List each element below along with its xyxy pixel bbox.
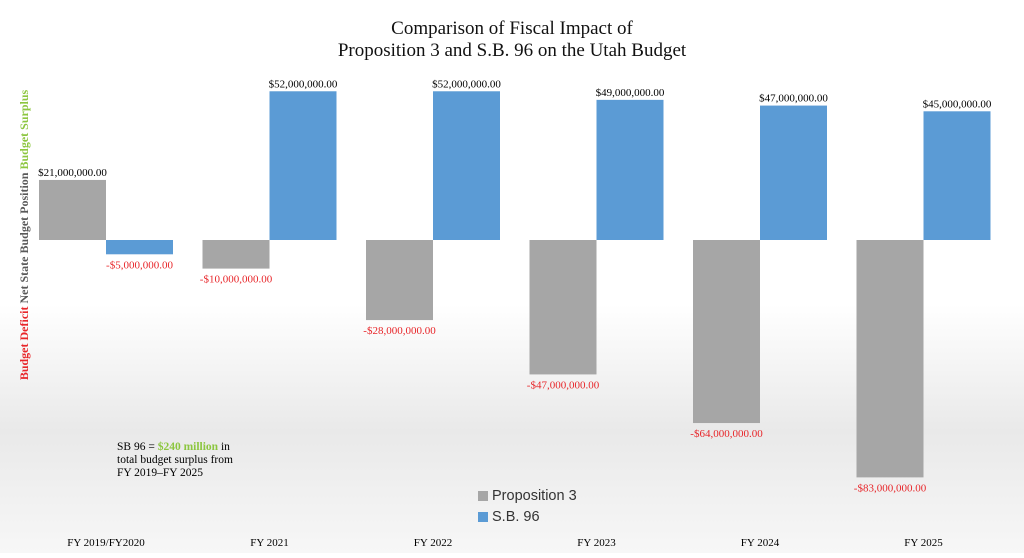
data-label-proposition-3-0: $21,000,000.00	[38, 167, 107, 179]
bar-proposition-3-2	[366, 240, 433, 321]
note-line2: total budget surplus from	[117, 454, 233, 466]
x-tick-label-4: FY 2024	[741, 537, 780, 549]
bar-proposition-3-4	[693, 240, 760, 424]
chart-title-line2: Proposition 3 and S.B. 96 on the Utah Bu…	[337, 40, 687, 61]
legend-swatch-sb96	[478, 511, 488, 522]
bar-proposition-3-1	[202, 240, 270, 269]
chart-title: Comparison of Fiscal Impact of Propositi…	[0, 18, 1024, 62]
bar-proposition-3-3	[529, 240, 597, 375]
note-prefix: SB 96 =	[117, 441, 158, 453]
x-tick-label-2: FY 2022	[414, 537, 452, 549]
data-label-proposition-3-1: -$10,000,000.00	[200, 274, 273, 286]
y-label-deficit: Budget Deficit	[17, 307, 31, 381]
data-label-sb96-4: $47,000,000.00	[759, 93, 828, 105]
note-line3: FY 2019–FY 2025	[117, 467, 204, 479]
x-tick-label-1: FY 2021	[250, 537, 288, 549]
note-suffix: in	[218, 441, 230, 453]
x-tick-label-5: FY 2025	[904, 537, 943, 549]
data-label-sb96-5: $45,000,000.00	[923, 98, 992, 110]
data-label-proposition-3-3: -$47,000,000.00	[527, 379, 600, 391]
x-tick-label-0: FY 2019/FY2020	[67, 537, 145, 549]
data-label-sb96-1: $52,000,000.00	[269, 78, 338, 90]
bar-sb96-2	[433, 91, 500, 240]
bar-sb96-1	[269, 91, 337, 240]
data-label-sb96-0: -$5,000,000.00	[106, 259, 173, 271]
data-label-proposition-3-4: -$64,000,000.00	[690, 428, 763, 440]
bar-proposition-3-0	[39, 179, 106, 240]
y-axis-label: Budget Deficit Net State Budget Position…	[8, 0, 38, 553]
bar-sb96-0	[106, 240, 173, 255]
summary-note: SB 96 = $240 million in total budget sur…	[117, 441, 297, 480]
chart-title-line1: Comparison of Fiscal Impact of	[391, 18, 633, 39]
data-label-sb96-3: $49,000,000.00	[596, 87, 665, 99]
legend-swatch-proposition-3	[478, 490, 488, 501]
y-label-surplus: Budget Surplus	[17, 89, 31, 169]
legend-item-proposition-3: Proposition 3	[478, 485, 577, 506]
legend-label-proposition-3: Proposition 3	[492, 487, 577, 504]
bar-sb96-5	[923, 111, 991, 240]
legend: Proposition 3 S.B. 96	[478, 485, 577, 527]
data-label-sb96-2: $52,000,000.00	[432, 78, 501, 90]
bar-sb96-4	[760, 105, 827, 240]
svg-text:Budget Deficit: Budget Deficit Net State Budget Position…	[17, 89, 31, 380]
note-highlight: $240 million	[157, 441, 219, 453]
legend-label-sb96: S.B. 96	[492, 508, 540, 525]
bar-sb96-3	[596, 99, 664, 240]
data-label-proposition-3-5: -$83,000,000.00	[854, 482, 927, 494]
bar-proposition-3-5	[856, 240, 924, 478]
legend-item-sb96: S.B. 96	[478, 506, 577, 527]
data-label-proposition-3-2: -$28,000,000.00	[363, 325, 436, 337]
y-label-net: Net State Budget Position	[17, 172, 31, 303]
x-tick-label-3: FY 2023	[577, 537, 616, 549]
